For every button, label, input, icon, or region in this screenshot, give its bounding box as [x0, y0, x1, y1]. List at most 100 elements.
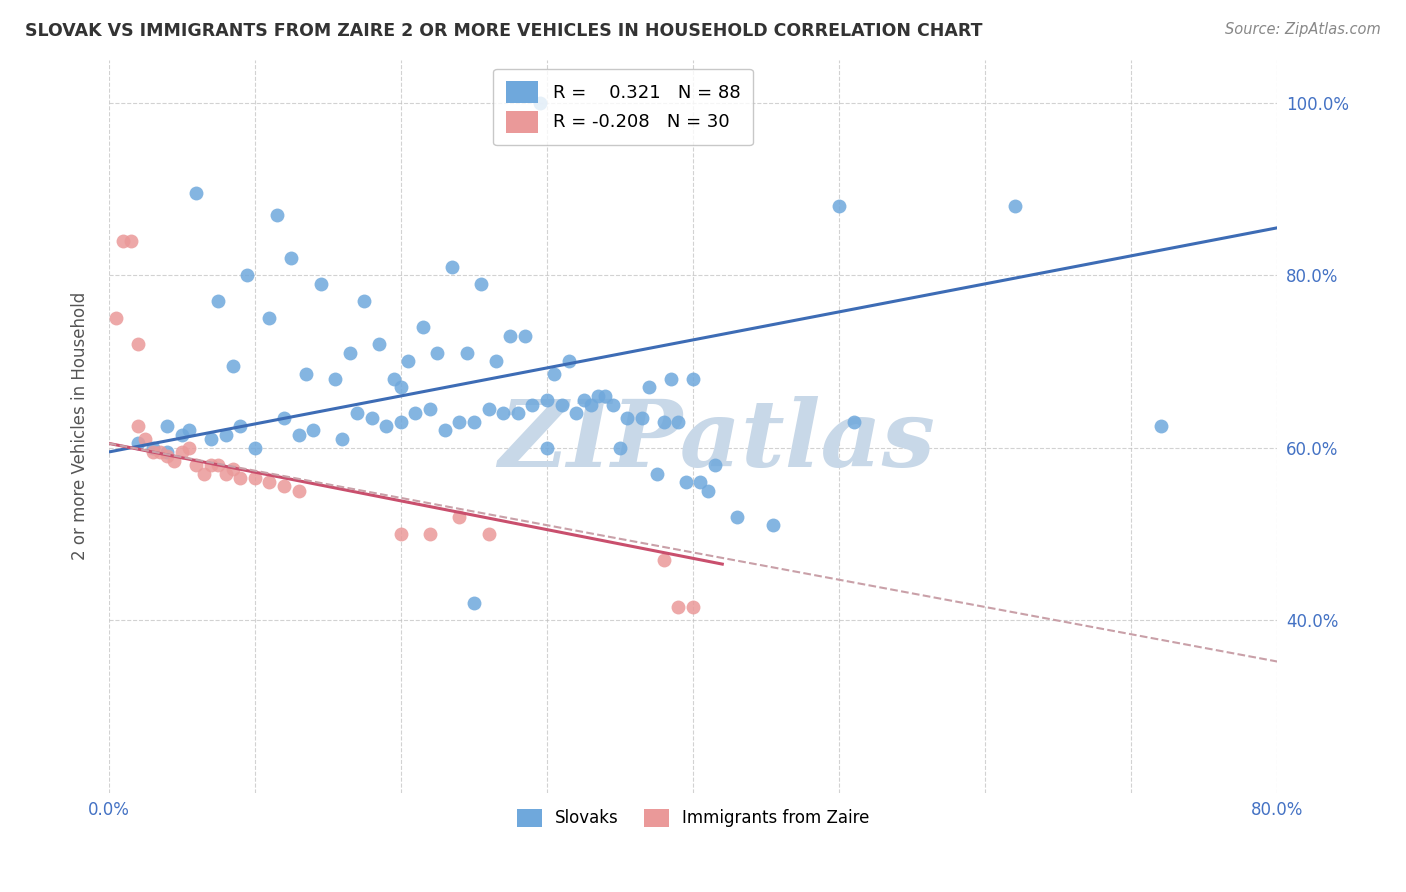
Point [499, 328, 522, 343]
Point [449, 509, 471, 524]
Point [668, 600, 690, 615]
Point [236, 268, 259, 283]
Point [368, 337, 391, 351]
Point [141, 445, 163, 459]
Point [287, 427, 309, 442]
Point [389, 380, 412, 394]
Point [842, 415, 865, 429]
Point [558, 354, 581, 368]
Point [222, 462, 245, 476]
Point [156, 445, 179, 459]
Point [273, 410, 295, 425]
Point [360, 410, 382, 425]
Point [156, 450, 179, 464]
Point [675, 475, 697, 490]
Point [193, 467, 215, 481]
Point [120, 234, 142, 248]
Point [177, 424, 200, 438]
Point [682, 372, 704, 386]
Point [412, 320, 434, 334]
Point [186, 186, 208, 201]
Point [127, 419, 149, 434]
Point [243, 471, 266, 485]
Point [536, 393, 558, 408]
Point [259, 311, 281, 326]
Point [149, 445, 172, 459]
Point [579, 398, 602, 412]
Legend: Slovaks, Immigrants from Zaire: Slovaks, Immigrants from Zaire [509, 800, 877, 836]
Point [543, 368, 565, 382]
Point [134, 432, 156, 446]
Point [214, 427, 236, 442]
Point [609, 441, 631, 455]
Point [463, 415, 485, 429]
Point [200, 432, 222, 446]
Point [156, 419, 179, 434]
Point [536, 441, 558, 455]
Point [186, 458, 208, 472]
Point [682, 600, 704, 615]
Point [659, 372, 682, 386]
Point [652, 415, 675, 429]
Point [828, 199, 851, 213]
Point [419, 401, 441, 416]
Point [339, 346, 361, 360]
Point [389, 527, 412, 541]
Point [112, 234, 135, 248]
Point [513, 328, 536, 343]
Point [141, 441, 163, 455]
Point [492, 406, 515, 420]
Point [477, 527, 499, 541]
Point [725, 509, 748, 524]
Point [638, 380, 661, 394]
Point [602, 398, 624, 412]
Point [389, 415, 412, 429]
Point [222, 359, 245, 373]
Point [463, 596, 485, 610]
Point [762, 518, 785, 533]
Point [207, 458, 229, 472]
Point [565, 406, 588, 420]
Point [273, 479, 295, 493]
Point [485, 354, 508, 368]
Point [375, 419, 398, 434]
Point [456, 346, 478, 360]
Point [1004, 199, 1026, 213]
Point [426, 346, 449, 360]
Point [550, 398, 572, 412]
Point [696, 483, 718, 498]
Point [396, 354, 419, 368]
Text: ZIPatlas: ZIPatlas [498, 396, 935, 486]
Point [295, 368, 318, 382]
Point [522, 398, 544, 412]
Point [529, 95, 551, 110]
Point [631, 410, 654, 425]
Point [668, 415, 690, 429]
Point [163, 453, 186, 467]
Point [704, 458, 727, 472]
Y-axis label: 2 or more Vehicles in Household: 2 or more Vehicles in Household [72, 292, 89, 560]
Point [645, 467, 668, 481]
Point [477, 401, 499, 416]
Point [127, 337, 149, 351]
Point [127, 436, 149, 450]
Text: SLOVAK VS IMMIGRANTS FROM ZAIRE 2 OR MORE VEHICLES IN HOUSEHOLD CORRELATION CHAR: SLOVAK VS IMMIGRANTS FROM ZAIRE 2 OR MOR… [25, 22, 983, 40]
Point [353, 294, 375, 309]
Point [419, 527, 441, 541]
Point [323, 372, 346, 386]
Point [470, 277, 492, 291]
Point [170, 427, 193, 442]
Point [104, 311, 127, 326]
Point [440, 260, 463, 274]
Point [382, 372, 405, 386]
Point [616, 410, 638, 425]
Point [405, 406, 427, 420]
Point [302, 424, 325, 438]
Point [309, 277, 332, 291]
Point [177, 441, 200, 455]
Point [229, 419, 252, 434]
Point [266, 208, 288, 222]
Point [200, 458, 222, 472]
Point [170, 445, 193, 459]
Text: Source: ZipAtlas.com: Source: ZipAtlas.com [1225, 22, 1381, 37]
